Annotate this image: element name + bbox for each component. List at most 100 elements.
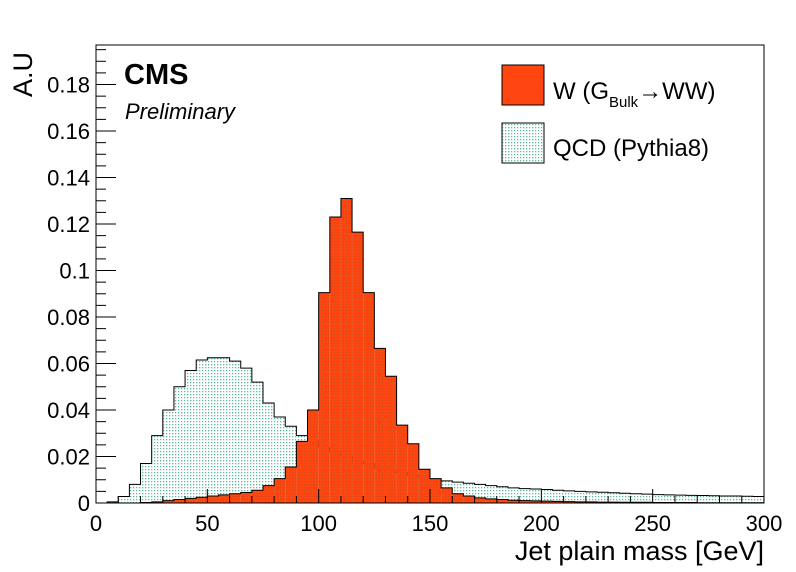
histogram-bar <box>474 497 486 503</box>
histogram-bar <box>196 497 208 503</box>
histogram-bar <box>240 492 252 503</box>
y-tick-label: 0.02 <box>47 445 90 470</box>
histogram-bar <box>185 498 197 503</box>
legend-label-qcd: QCD (Pythia8) <box>553 135 709 162</box>
histogram-bar <box>530 500 542 503</box>
histogram-bar <box>585 491 597 503</box>
histogram-bar <box>263 485 275 503</box>
histogram-bar <box>140 463 152 503</box>
series-w <box>96 197 764 503</box>
experiment-label: CMS <box>124 59 188 91</box>
histogram-bar <box>452 493 464 503</box>
histogram-bar <box>218 494 230 503</box>
y-axis: 0 0.02 0.04 0.06 0.08 0.1 0.12 0.14 0.16 0.18 <box>47 49 116 516</box>
histogram-bar <box>585 501 597 503</box>
x-tick-label: 50 <box>195 511 219 536</box>
histogram-bar <box>552 490 564 503</box>
histogram-bar <box>162 410 174 503</box>
histogram-bar <box>430 478 442 503</box>
histogram-bar <box>173 499 186 503</box>
histogram-bar <box>730 496 742 503</box>
histogram-bar <box>251 382 263 503</box>
histogram-bar <box>630 493 642 503</box>
histogram-bar <box>196 360 208 503</box>
histogram-bar <box>708 495 720 503</box>
histogram-bar <box>418 469 430 503</box>
histogram-bar <box>552 501 564 503</box>
histogram-bar <box>641 494 653 503</box>
histogram-bar <box>507 487 520 503</box>
histogram-bar <box>619 493 631 503</box>
histogram-bar <box>741 496 753 503</box>
y-tick-label: 0.08 <box>47 305 90 330</box>
histogram-bar <box>396 425 408 503</box>
histogram-bar <box>496 499 508 503</box>
y-tick-label: 0.06 <box>47 352 90 377</box>
y-tick-label: 0.1 <box>59 259 90 284</box>
x-tick-label: 250 <box>634 511 671 536</box>
histogram-bar <box>151 435 163 503</box>
y-tick-label: 0.12 <box>47 212 90 237</box>
histogram-bar <box>118 496 130 503</box>
histogram-bar <box>485 485 497 503</box>
x-tick-label: 100 <box>300 511 337 536</box>
histogram-bar <box>363 292 375 503</box>
histogram-bar <box>385 376 397 503</box>
histogram-outline <box>96 197 764 503</box>
x-tick-label: 300 <box>746 511 783 536</box>
y-tick-label: 0.18 <box>47 73 90 98</box>
y-tick-label: 0.04 <box>47 398 90 423</box>
status-label: Preliminary <box>125 99 237 124</box>
legend-swatch-w <box>501 64 545 106</box>
histogram-bar <box>218 357 230 503</box>
histogram-bar <box>452 482 464 503</box>
y-tick-label: 0.16 <box>47 119 90 144</box>
histogram-bar <box>296 441 308 503</box>
histogram-bar <box>151 501 163 503</box>
histogram-bar <box>374 348 386 503</box>
histogram-bar <box>674 495 687 503</box>
y-tick-label: 0 <box>78 491 90 516</box>
histogram-bar <box>329 217 341 503</box>
histogram-bar <box>608 492 620 503</box>
histogram-bar <box>207 496 219 503</box>
x-tick-label: 0 <box>90 511 102 536</box>
histogram-bar <box>463 483 475 503</box>
histogram-bar <box>407 443 419 503</box>
histogram-bar <box>352 232 364 503</box>
histogram-bar <box>129 484 141 503</box>
histogram-bar <box>229 361 241 503</box>
histogram-bar <box>541 489 553 503</box>
histogram-bar <box>496 486 508 503</box>
histogram-bar <box>463 496 475 503</box>
histogram-bar <box>663 494 675 503</box>
y-axis-title: A.U <box>8 52 38 97</box>
histogram-series-layer <box>96 197 764 503</box>
histogram-bar <box>263 403 275 503</box>
histogram-bar <box>340 198 353 503</box>
legend-label-w: W (GBulk→WW) <box>553 78 715 111</box>
histogram-bar <box>652 494 664 503</box>
histogram-bar <box>274 416 286 503</box>
x-tick-label: 200 <box>523 511 560 536</box>
histogram-bar <box>752 496 764 503</box>
histogram-bar <box>274 478 286 503</box>
x-tick-label: 150 <box>412 511 449 536</box>
histogram-bar <box>541 501 553 503</box>
histogram-bar <box>530 489 542 503</box>
histogram-bar <box>173 386 186 503</box>
histogram-bar <box>441 487 453 503</box>
histogram-bar <box>240 368 252 503</box>
histogram-bar <box>307 410 319 503</box>
histogram-bar <box>107 501 119 503</box>
histogram-bar <box>697 495 709 503</box>
histogram-bar <box>485 498 497 503</box>
histogram-bar <box>719 496 731 503</box>
legend-swatch-qcd <box>501 122 545 164</box>
histogram-bar <box>686 495 698 503</box>
histogram-bar <box>474 484 486 503</box>
histogram-bar <box>162 500 174 503</box>
histogram-bar <box>597 492 609 503</box>
x-axis: 0 50 100 150 200 250 300 <box>90 489 782 536</box>
